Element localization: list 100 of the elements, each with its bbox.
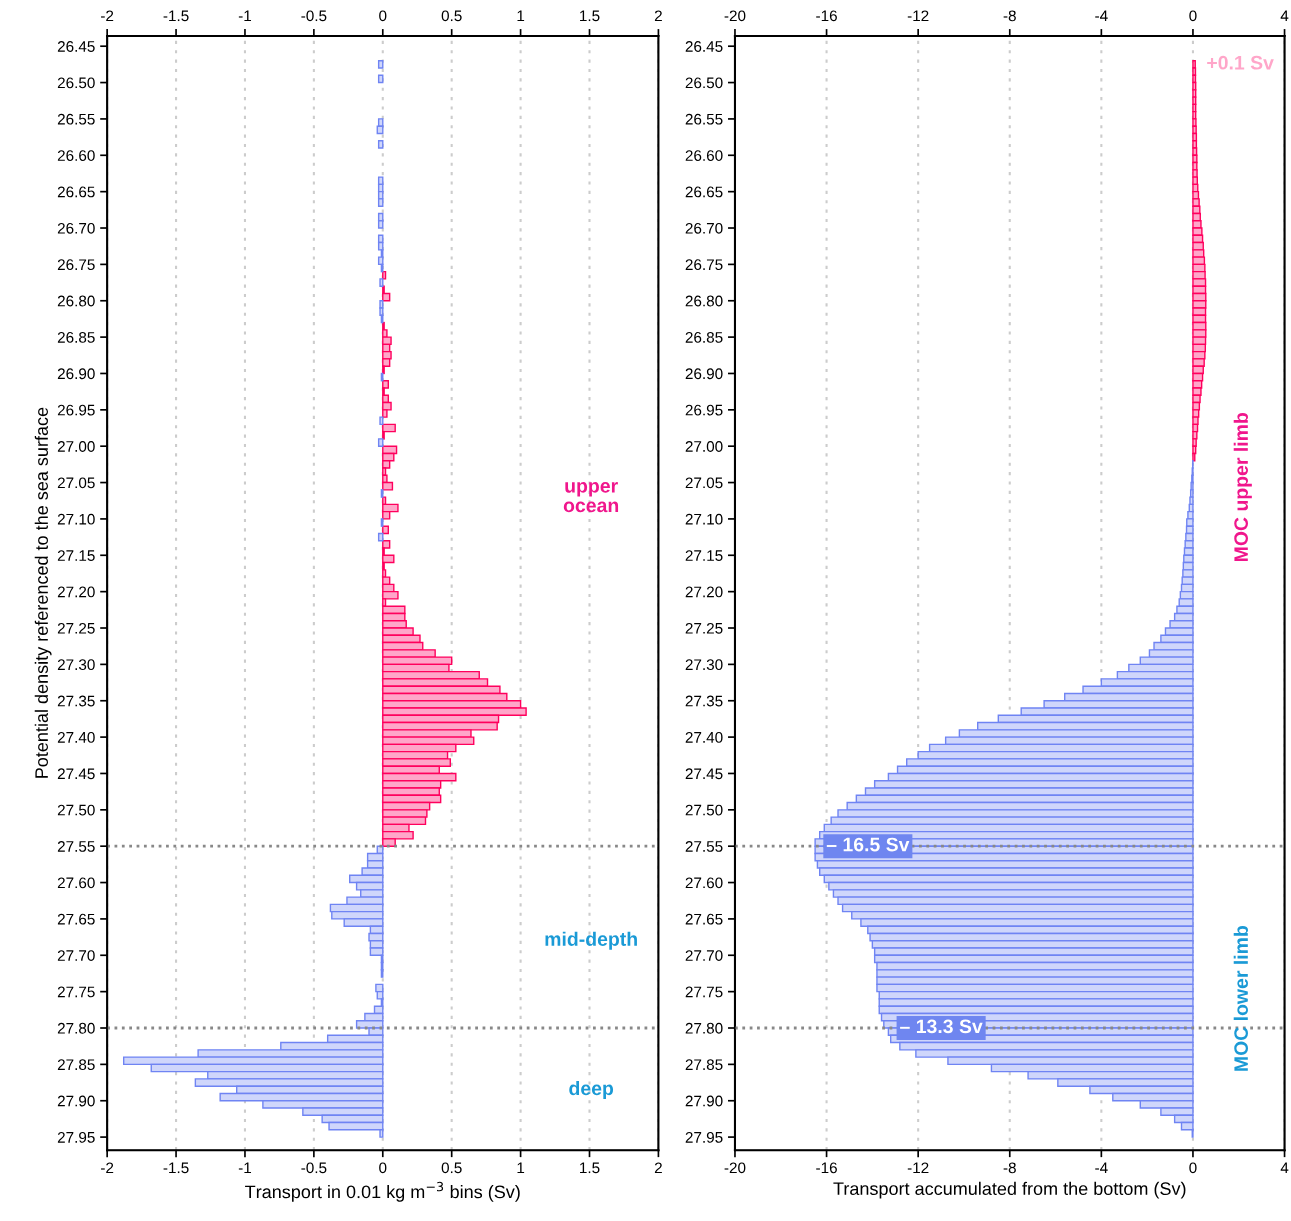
x-tick-label: -1 [238, 1162, 252, 1174]
y-tick-label: 26.45 [57, 41, 95, 52]
y-tick-label: 27.10 [57, 513, 95, 525]
annotation: +0.1 Sv [1207, 55, 1274, 70]
x2-tick-label: -2 [101, 10, 114, 22]
x-axis-title: Transport accumulated from the bottom (Sv) [833, 1181, 1186, 1199]
annotation: MOC lower limb [1233, 925, 1248, 1071]
bar [379, 416, 384, 426]
y-tick-label: 27.65 [57, 913, 95, 925]
x-tick-label: 0 [1189, 1162, 1197, 1174]
bar [379, 278, 384, 287]
bar [377, 60, 384, 69]
y-tick-label: 26.45 [685, 41, 723, 52]
y-axis-title: Potential density referenced to the sea surface [34, 407, 52, 778]
y-tick-label: 27.00 [57, 441, 95, 452]
x2-tick-label: -1.5 [163, 10, 189, 22]
annotation: deep [569, 1080, 614, 1100]
y-tick-label: 26.70 [57, 222, 95, 234]
y-tick-label: 27.20 [685, 586, 723, 598]
y-tick-label: 26.90 [57, 368, 95, 380]
annotation: – 13.3 Sv [900, 1019, 983, 1034]
y-tick-label: 27.05 [57, 477, 95, 489]
x2-tick-label: 1.5 [580, 10, 600, 22]
y-tick-label: 27.30 [685, 659, 723, 671]
y-tick-label: 27.00 [685, 441, 723, 452]
y-tick-label: 26.90 [685, 368, 723, 380]
y-tick-label: 26.75 [57, 259, 95, 271]
x-tick-label: -2 [101, 1162, 114, 1174]
y-tick-label: 27.85 [685, 1059, 723, 1071]
x2-tick-label: 1 [517, 10, 525, 22]
x2-tick-label: 0 [379, 10, 387, 22]
x-tick-label: 0 [379, 1162, 387, 1174]
y-tick-label: 27.80 [685, 1022, 723, 1034]
x2-tick-label: -4 [1095, 10, 1108, 22]
y-tick-label: 27.65 [685, 913, 723, 925]
x2-tick-label: -8 [1003, 10, 1016, 22]
y-tick-label: 27.80 [57, 1022, 95, 1034]
y-tick-label: 27.45 [57, 768, 95, 780]
y-tick-label: 26.50 [57, 77, 95, 89]
x-tick-label: 1 [517, 1162, 525, 1174]
y-tick-label: 26.55 [685, 113, 723, 125]
bar [377, 438, 384, 447]
x2-tick-label: -20 [724, 10, 746, 22]
x-tick-label: 1.5 [580, 1162, 600, 1174]
bar [382, 270, 387, 280]
y-tick-label: 27.75 [685, 986, 723, 998]
y-tick-label: 27.75 [57, 986, 95, 998]
y-tick-label: 27.40 [57, 731, 95, 743]
x2-tick-label: -12 [907, 10, 929, 22]
x-tick-label: -16 [816, 1162, 837, 1174]
y-tick-label: 27.35 [57, 695, 95, 707]
x-tick-label: -20 [724, 1162, 746, 1174]
y-tick-label: 27.25 [685, 622, 723, 634]
y-tick-label: 26.75 [685, 259, 723, 271]
y-tick-label: 26.55 [57, 113, 95, 125]
y-tick-label: 26.95 [685, 404, 723, 416]
x-tick-label: -8 [1003, 1162, 1016, 1174]
y-tick-label: 27.10 [685, 513, 723, 525]
y-tick-label: 27.15 [685, 550, 723, 561]
x-tick-label: -4 [1095, 1162, 1108, 1174]
x-tick-label: 4 [1280, 1162, 1289, 1174]
annotation: – 16.5 Sv [826, 837, 910, 852]
y-tick-label: 27.40 [685, 731, 723, 743]
x-tick-label: -1.5 [163, 1162, 189, 1174]
y-tick-label: 26.70 [685, 222, 723, 234]
y-tick-label: 26.80 [57, 295, 95, 307]
x2-tick-label: 4 [1280, 10, 1289, 22]
y-tick-label: 27.95 [685, 1131, 723, 1143]
y-tick-label: 27.85 [57, 1059, 95, 1071]
y-tick-label: 26.60 [685, 150, 723, 161]
y-tick-label: 27.70 [57, 950, 95, 961]
x2-tick-label: 2 [654, 10, 662, 22]
y-tick-label: 27.70 [685, 950, 723, 961]
y-tick-label: 26.50 [685, 77, 723, 89]
bar [382, 525, 389, 535]
y-tick-label: 27.30 [57, 659, 95, 671]
y-tick-label: 27.95 [57, 1131, 95, 1143]
y-tick-label: 27.25 [57, 622, 95, 634]
annotation: mid-depth [545, 931, 637, 950]
y-tick-label: 27.50 [57, 804, 95, 816]
x-axis-title: Transport in 0.01 kg m$^{−3}$ bins (Sv) [245, 1181, 520, 1202]
x2-tick-label: -16 [816, 10, 837, 22]
x2-tick-label: -1 [238, 10, 252, 22]
x2-tick-label: 0.5 [441, 10, 462, 22]
annotation: upper ocean [563, 482, 619, 513]
y-tick-label: 27.20 [57, 586, 95, 598]
y-tick-label: 27.45 [685, 768, 723, 780]
y-tick-label: 27.60 [685, 877, 723, 889]
x-tick-label: 0.5 [441, 1162, 462, 1174]
annotation: MOC upper limb [1233, 412, 1252, 562]
y-tick-label: 26.85 [685, 331, 723, 343]
x-tick-label: -12 [907, 1162, 929, 1174]
y-tick-label: 27.90 [685, 1095, 723, 1107]
y-tick-label: 26.95 [57, 404, 95, 416]
y-tick-label: 27.60 [57, 877, 95, 889]
y-tick-label: 27.55 [685, 841, 723, 852]
y-tick-label: 27.05 [685, 477, 723, 489]
y-tick-label: 26.85 [57, 331, 95, 343]
y-tick-label: 26.65 [57, 186, 95, 198]
x-tick-label: 2 [654, 1162, 662, 1174]
